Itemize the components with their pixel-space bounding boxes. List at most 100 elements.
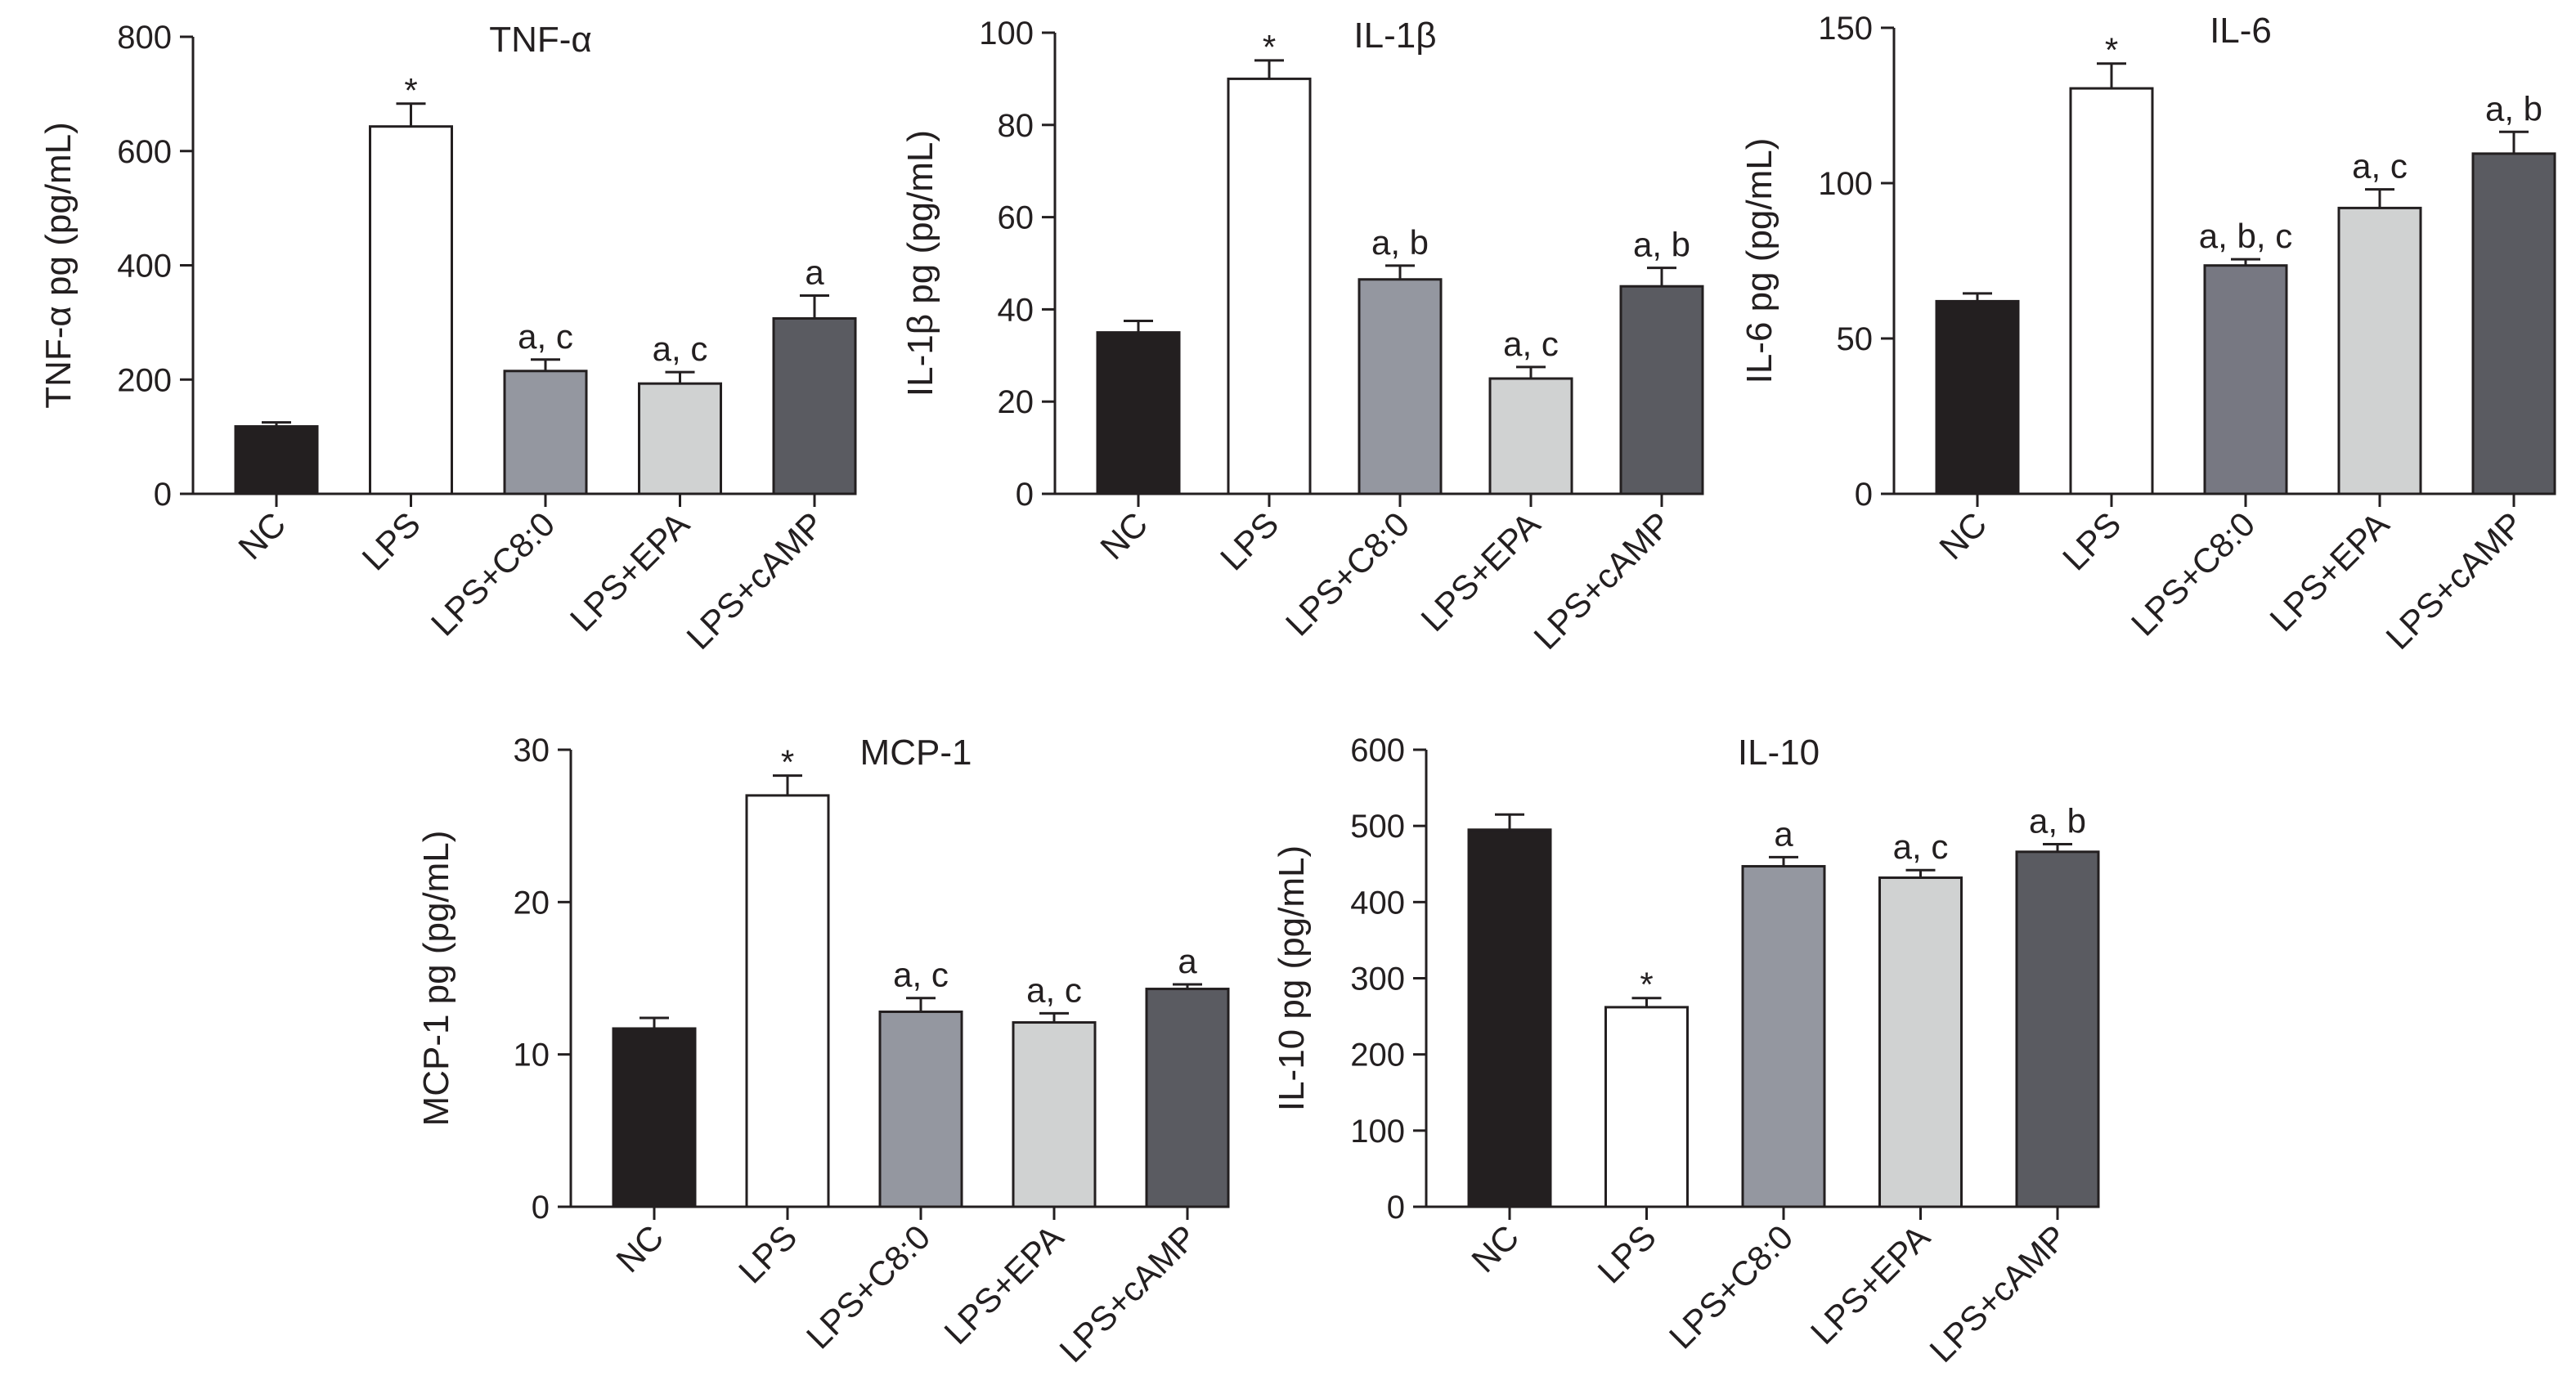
bar-nc <box>612 1027 697 1208</box>
y-tick-label: 150 <box>1818 11 1873 47</box>
significance-label: * <box>781 743 794 782</box>
error-bar <box>1124 320 1153 333</box>
error-bar <box>906 997 936 1012</box>
category-label: NC <box>1932 504 1994 567</box>
significance-label: a, b <box>1371 223 1429 262</box>
bar-lps <box>369 125 453 495</box>
y-tick-label: 100 <box>1818 166 1873 202</box>
category-label: LPS+C8:0 <box>1662 1217 1800 1356</box>
bar-lps <box>2069 87 2154 495</box>
bar-lps-camp <box>1619 285 1704 495</box>
category-label: LPS+EPA <box>563 504 697 639</box>
bar-lps-c8-0 <box>878 1010 963 1208</box>
significance-label: a, b <box>2485 89 2542 128</box>
y-tick-label: 10 <box>514 1038 550 1074</box>
panel-title: IL-6 <box>2210 11 2272 51</box>
category-label: LPS <box>354 504 427 577</box>
significance-label: * <box>1640 966 1653 1004</box>
category-label: LPS <box>731 1217 804 1290</box>
significance-label: a, c <box>1503 325 1559 363</box>
y-tick-label: 0 <box>532 1190 550 1226</box>
y-tick-label: 200 <box>1350 1038 1405 1074</box>
error-bar <box>1905 868 1936 878</box>
error-bar <box>1769 855 1798 867</box>
y-tick-label: 300 <box>1350 961 1405 997</box>
significance-label: a, c <box>1893 827 1949 866</box>
category-label: LPS+C8:0 <box>424 504 562 643</box>
bar-lps-camp <box>2471 152 2556 495</box>
y-tick-label: 40 <box>998 292 1034 328</box>
panel-tnf: 0 200 400 600 800 NC * LPS a, c LPS+C8:0 a, c LPS+E… <box>38 20 857 657</box>
panel-title: IL-1β <box>1353 16 1436 56</box>
category-label: LPS+C8:0 <box>2124 504 2262 643</box>
error-bar <box>396 102 426 127</box>
y-tick-label: 50 <box>1837 321 1874 357</box>
error-bar <box>1963 292 1992 302</box>
error-bar <box>2231 258 2260 266</box>
y-axis-title: TNF-α pg (pg/mL) <box>38 122 79 409</box>
y-tick-label: 30 <box>514 733 550 769</box>
bar-lps-epa <box>1488 377 1573 495</box>
bar-lps-c8-0 <box>1741 865 1826 1208</box>
y-tick-label: 0 <box>1016 477 1034 513</box>
bar-lps-camp <box>1145 988 1230 1208</box>
bar-lps-c8-0 <box>1358 278 1443 495</box>
bar-lps-epa <box>1878 876 1963 1208</box>
y-tick-label: 500 <box>1350 809 1405 845</box>
error-bar <box>2365 188 2394 208</box>
y-tick-label: 0 <box>154 477 172 513</box>
panel-title: TNF-α <box>489 20 592 60</box>
category-label: LPS <box>1590 1217 1663 1290</box>
y-tick-label: 200 <box>117 362 172 398</box>
bar-lps <box>745 794 830 1208</box>
error-bar <box>2097 62 2126 89</box>
error-bar <box>1647 267 1676 287</box>
category-label: LPS+EPA <box>1413 504 1547 639</box>
y-tick-label: 100 <box>1350 1114 1405 1150</box>
y-tick-label: 0 <box>1855 477 1873 513</box>
panel-title: MCP-1 <box>860 733 972 773</box>
panel-title: IL-10 <box>1738 733 1820 773</box>
significance-label: * <box>2105 31 2118 69</box>
significance-label: a <box>1774 814 1793 853</box>
bar-nc <box>234 425 319 495</box>
category-label: LPS+cAMP <box>1922 1217 2074 1369</box>
y-tick-label: 60 <box>998 200 1034 236</box>
bar-lps-epa <box>638 382 722 495</box>
error-bar <box>773 774 802 796</box>
significance-label: a, b, c <box>2199 217 2292 255</box>
bar-lps <box>1604 1006 1689 1208</box>
significance-label: a, c <box>653 329 708 368</box>
y-tick-label: 0 <box>1387 1190 1405 1226</box>
category-label: LPS+EPA <box>936 1217 1070 1351</box>
error-bar <box>1039 1011 1069 1023</box>
y-tick-label: 20 <box>514 885 550 921</box>
category-label: LPS+cAMP <box>1052 1217 1204 1369</box>
error-bar <box>1631 997 1662 1007</box>
panel-mcp-1: 0 10 20 30 NC * LPS a, c LPS+C8:0 a, c LPS+EPA a LPS… <box>416 733 1230 1369</box>
bar-lps <box>1227 77 1312 495</box>
significance-label: a, c <box>1026 970 1082 1009</box>
bar-lps-c8-0 <box>2203 264 2288 495</box>
y-axis-title: IL-10 pg (pg/mL) <box>1272 845 1312 1111</box>
significance-label: a, c <box>2352 147 2408 186</box>
bar-nc <box>1935 299 2020 495</box>
panel-il-1: 0 20 40 60 80 100 NC * LPS a, b LPS+C8:0 a, c LPS+EP… <box>900 16 1704 657</box>
y-tick-label: 800 <box>117 20 172 56</box>
category-label: LPS+C8:0 <box>1278 504 1416 643</box>
bar-nc <box>1467 828 1552 1208</box>
significance-label: * <box>404 71 417 110</box>
category-label: NC <box>1093 504 1155 567</box>
y-tick-label: 20 <box>998 384 1034 420</box>
bar-lps-camp <box>2015 850 2100 1208</box>
category-label: LPS+cAMP <box>679 504 831 657</box>
error-bar <box>1385 264 1415 280</box>
error-bar <box>2043 843 2072 852</box>
category-label: NC <box>231 504 293 567</box>
error-bar <box>1495 813 1524 830</box>
y-tick-label: 400 <box>117 249 172 285</box>
panel-il-10: 0 100 200 300 400 500 600 NC * LPS a LPS+C8:0 a, c LP… <box>1272 733 2100 1369</box>
y-axis-title: IL-6 pg (pg/mL) <box>1739 138 1779 384</box>
error-bar <box>1173 983 1202 989</box>
